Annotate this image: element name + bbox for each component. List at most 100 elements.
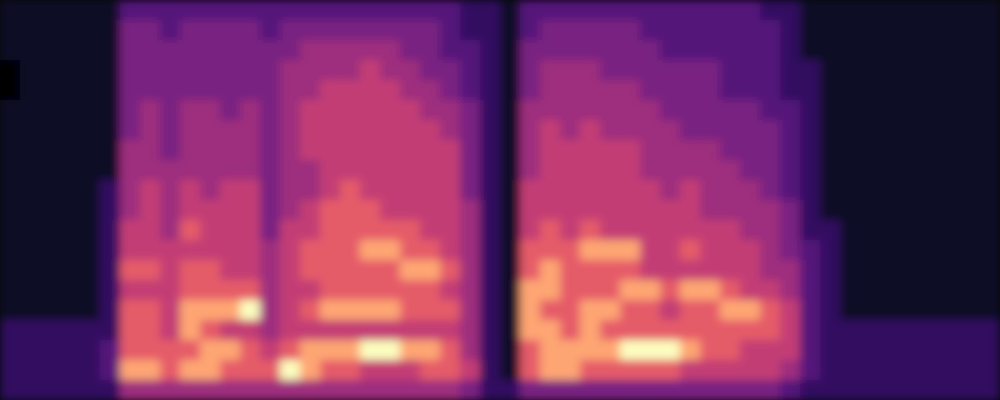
cell: [800, 200, 821, 221]
cell: [560, 120, 581, 141]
cell: [900, 240, 921, 261]
cell: [660, 360, 681, 381]
cell: [580, 0, 601, 21]
cell: [880, 60, 901, 81]
cell: [900, 140, 921, 161]
cell: [400, 200, 421, 221]
cell: [220, 340, 241, 361]
cell: [880, 300, 901, 321]
cell: [760, 380, 781, 400]
cell: [560, 80, 581, 101]
cell: [320, 260, 341, 281]
cell: [820, 100, 841, 121]
cell: [620, 220, 641, 241]
cell: [480, 220, 501, 241]
cell: [920, 260, 941, 281]
cell: [880, 20, 901, 41]
cell: [0, 160, 21, 181]
cell: [820, 200, 841, 221]
cell: [720, 160, 741, 181]
cell: [20, 20, 41, 41]
cell: [740, 180, 761, 201]
cell: [140, 300, 161, 321]
cell: [880, 120, 901, 141]
cell: [560, 20, 581, 41]
cell: [980, 240, 1000, 261]
cell: [780, 380, 801, 400]
cell: [880, 260, 901, 281]
cell: [760, 200, 781, 221]
cell: [220, 200, 241, 221]
cell: [700, 320, 721, 341]
cell: [60, 240, 81, 261]
cell: [60, 20, 81, 41]
cell: [160, 260, 181, 281]
cell: [160, 140, 181, 161]
cell: [900, 120, 921, 141]
cell: [220, 360, 241, 381]
cell: [0, 240, 21, 261]
cell: [900, 300, 921, 321]
cell: [800, 280, 821, 301]
cell: [920, 160, 941, 181]
cell: [40, 40, 61, 61]
cell: [940, 360, 961, 381]
cell: [900, 40, 921, 61]
cell: [600, 0, 621, 21]
cell: [820, 320, 841, 341]
cell: [920, 0, 941, 21]
cell: [140, 0, 161, 21]
cell: [640, 180, 661, 201]
cell: [860, 260, 881, 281]
cell: [120, 280, 141, 301]
cell: [880, 200, 901, 221]
cell: [880, 340, 901, 361]
cell: [300, 340, 321, 361]
cell: [520, 260, 541, 281]
cell: [940, 320, 961, 341]
cell: [260, 140, 281, 161]
cell: [820, 180, 841, 201]
cell: [960, 300, 981, 321]
cell: [220, 220, 241, 241]
cell: [660, 180, 681, 201]
cell: [140, 20, 161, 41]
cell: [300, 60, 321, 81]
cell: [760, 100, 781, 121]
cell: [40, 340, 61, 361]
cell: [40, 140, 61, 161]
cell: [300, 360, 321, 381]
cell: [700, 160, 721, 181]
cell: [420, 220, 441, 241]
cell: [180, 280, 201, 301]
cell: [140, 340, 161, 361]
cell: [560, 320, 581, 341]
cell: [80, 60, 101, 81]
cell: [820, 240, 841, 261]
cell: [300, 40, 321, 61]
cell: [460, 340, 481, 361]
cell: [560, 200, 581, 221]
cell: [940, 300, 961, 321]
cell: [380, 340, 401, 361]
cell: [800, 60, 821, 81]
cell: [60, 140, 81, 161]
cell: [440, 220, 461, 241]
cell: [40, 0, 61, 21]
cell: [540, 300, 561, 321]
cell: [400, 60, 421, 81]
cell: [680, 0, 701, 21]
cell: [340, 20, 361, 41]
cell: [580, 100, 601, 121]
cell: [800, 320, 821, 341]
cell: [640, 280, 661, 301]
cell: [600, 220, 621, 241]
cell: [440, 360, 461, 381]
cell: [200, 280, 221, 301]
cell: [860, 20, 881, 41]
cell: [80, 240, 101, 261]
cell: [620, 80, 641, 101]
cell: [320, 240, 341, 261]
cell: [620, 120, 641, 141]
cell: [220, 380, 241, 400]
